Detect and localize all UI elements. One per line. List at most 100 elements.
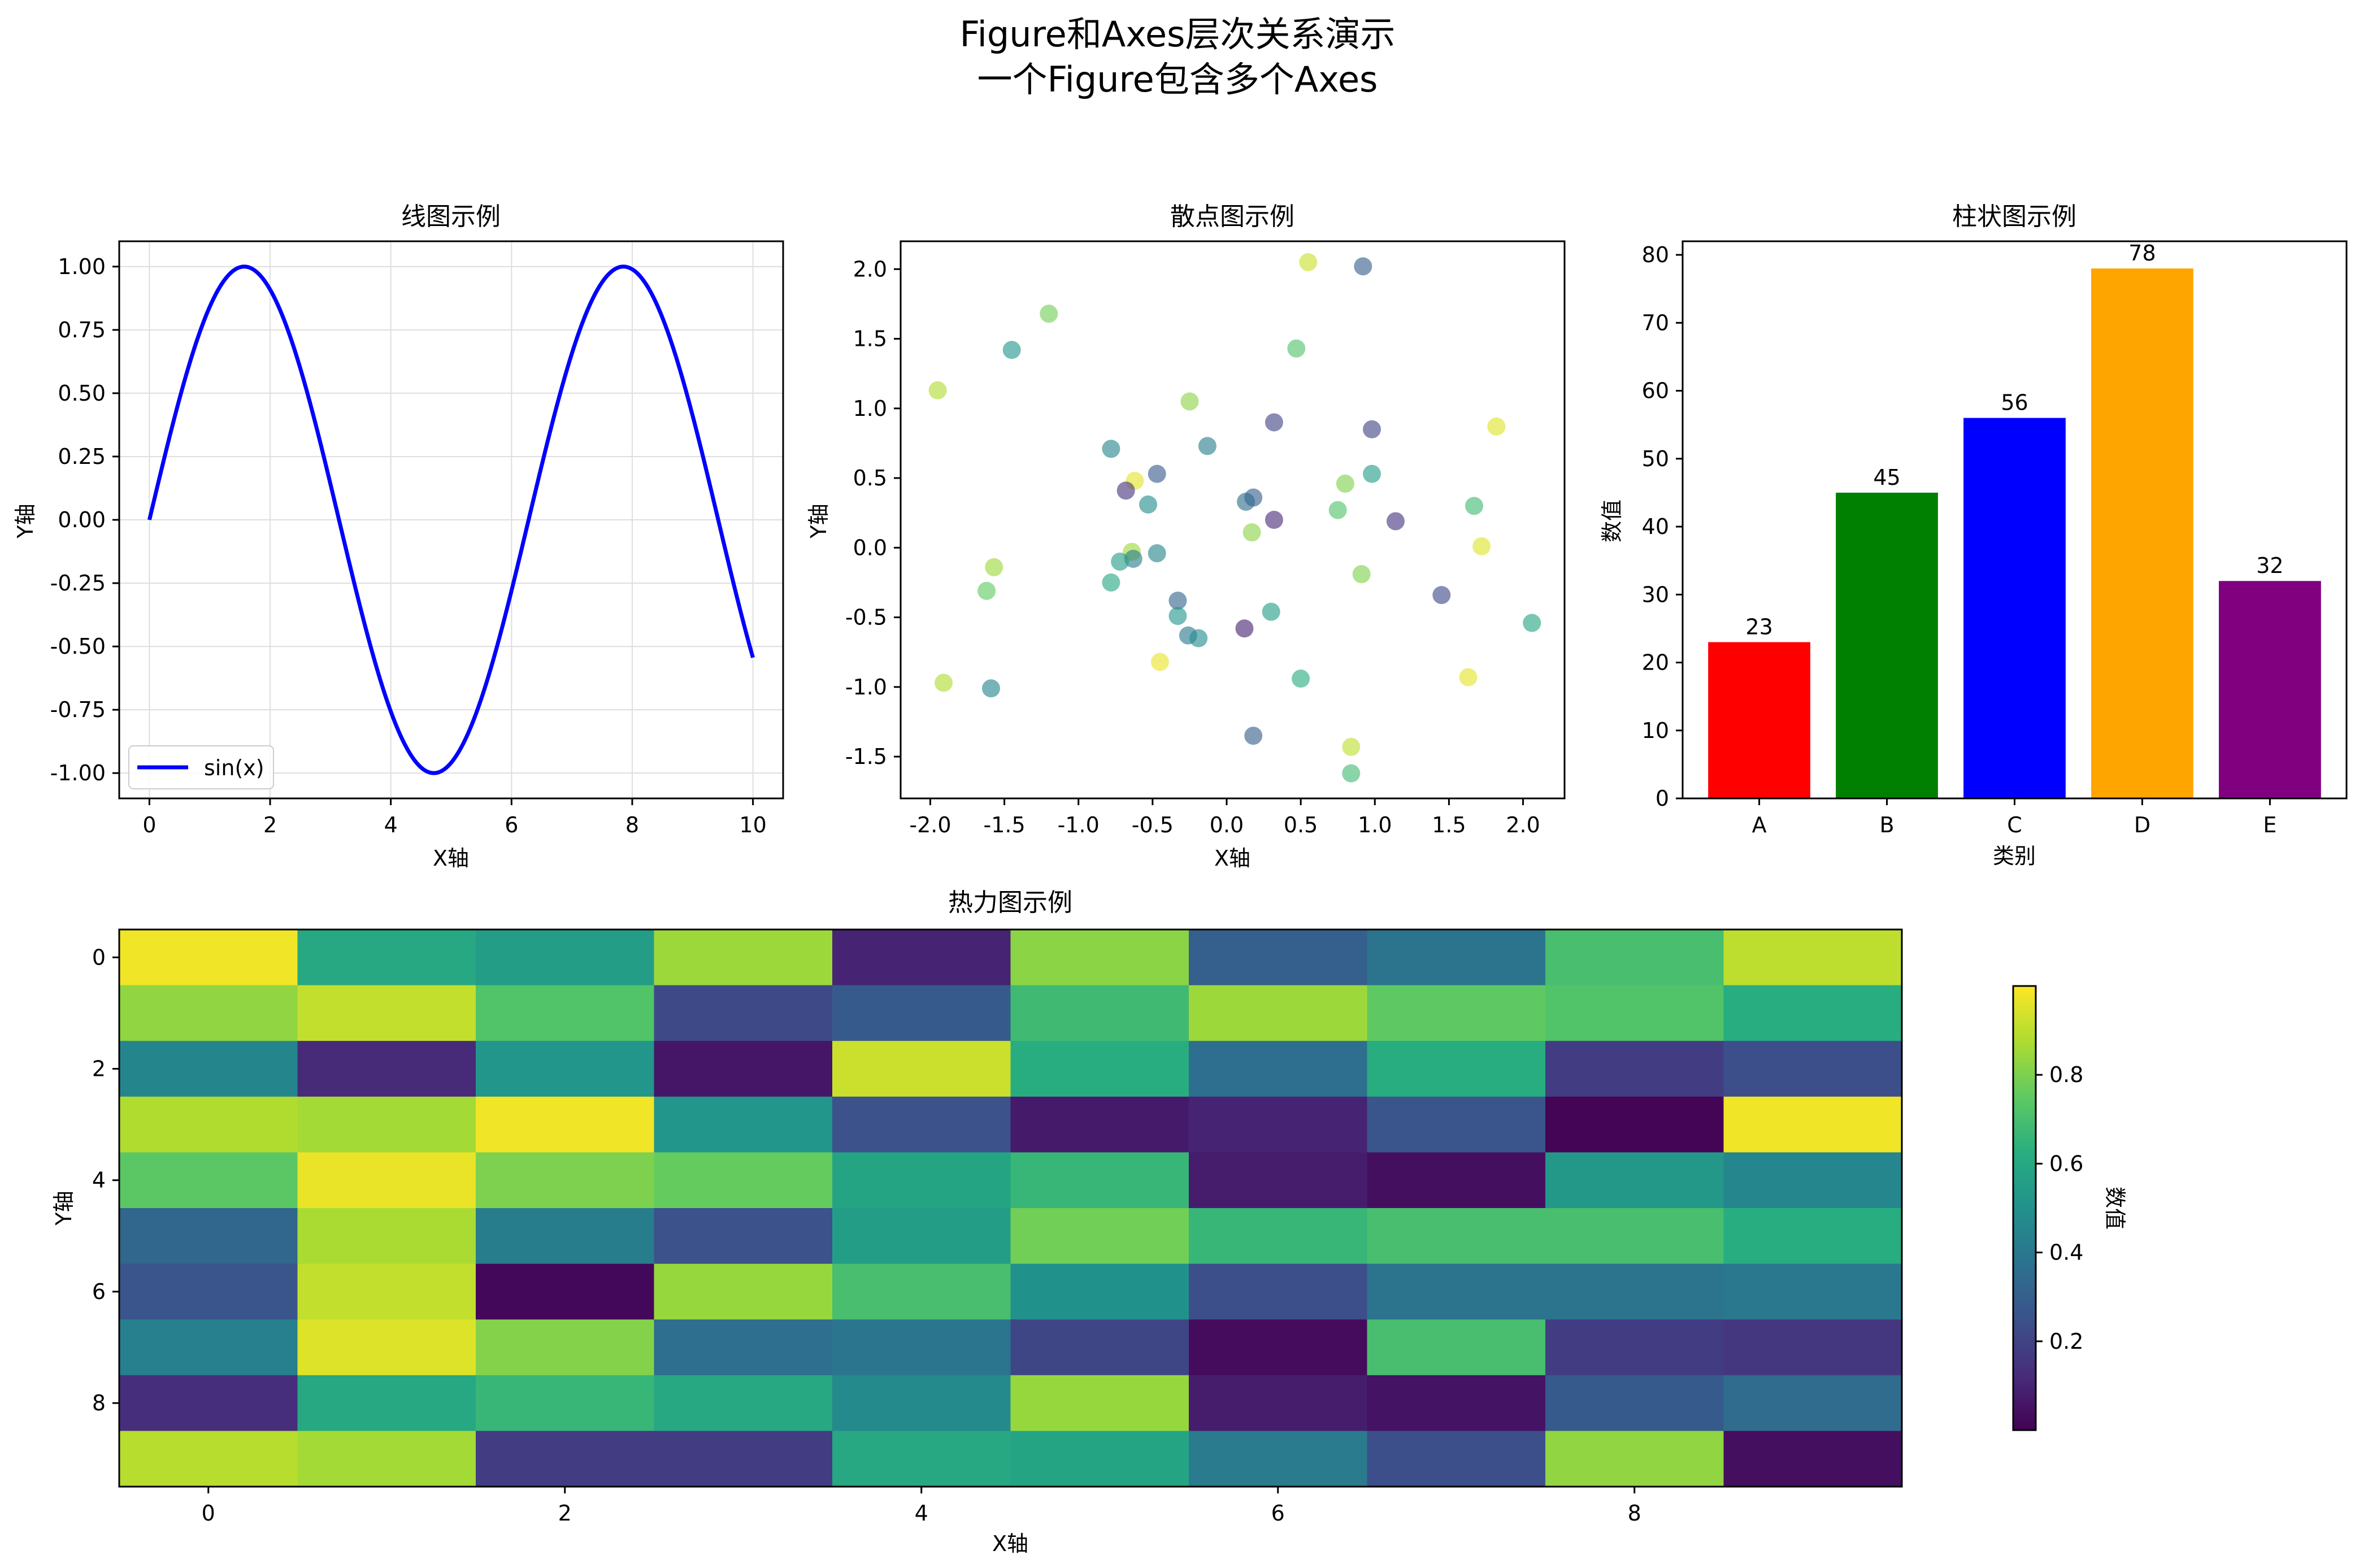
heatmap-cell [654, 1208, 833, 1265]
heatmap-ytick-label: 8 [92, 1391, 106, 1415]
heatmap-cell [476, 1263, 655, 1320]
line-xtick-label: 6 [505, 813, 518, 837]
bar-xtick-label: A [1752, 813, 1767, 837]
heatmap-cell [1723, 1375, 1902, 1431]
heatmap-cell [476, 929, 655, 986]
heatmap-cell [1010, 1375, 1189, 1431]
heatmap-cell [119, 929, 298, 986]
line-chart-legend: sin(x) [128, 745, 274, 789]
colorbar-tick-label: 0.6 [2049, 1151, 2083, 1176]
figure-title-line1: Figure和Axes层次关系演示 [960, 14, 1396, 55]
line-ytick-label: -0.25 [50, 571, 106, 596]
heatmap-cell [1723, 1263, 1902, 1320]
scatter-point [1198, 437, 1216, 455]
bar-ytick-label: 30 [1642, 582, 1669, 607]
heatmap-cells [119, 929, 1902, 1487]
heatmap-cell [297, 1152, 476, 1209]
line-xtick-label: 8 [625, 813, 639, 837]
heatmap-cell [654, 1431, 833, 1487]
scatter-xtick-label: -1.0 [1058, 813, 1100, 837]
scatter-ytick-label: 1.0 [853, 396, 887, 421]
scatter-point [1363, 420, 1381, 438]
heatmap-cell [1010, 1263, 1189, 1320]
heatmap-cell [1367, 1263, 1546, 1320]
heatmap-cell [297, 1319, 476, 1376]
heatmap-xtick-label: 0 [202, 1501, 215, 1526]
scatter-point [1487, 417, 1506, 436]
heatmap-cell [1367, 1152, 1546, 1209]
bar-value-label: 23 [1745, 614, 1772, 639]
line-chart-ylabel: Y轴 [13, 503, 38, 538]
scatter-point [1262, 602, 1280, 621]
line-xtick-label: 10 [739, 813, 766, 837]
line-ytick-label: 0.50 [58, 381, 106, 406]
heatmap-cell [297, 1263, 476, 1320]
sine-series-line [147, 264, 755, 775]
heatmap-cell [1189, 1152, 1368, 1209]
heatmap-cell [119, 1431, 298, 1487]
scatter-point [1139, 495, 1158, 514]
heatmap-cell [1189, 1431, 1368, 1487]
heatmap-cell [1189, 1096, 1368, 1153]
heatmap-ytick-label: 4 [92, 1168, 106, 1193]
bar-xtick-label: D [2134, 813, 2150, 837]
scatter-point [1102, 440, 1120, 458]
colorbar-gradient [2012, 985, 2037, 1431]
heatmap-cell [1723, 985, 1902, 1041]
heatmap-ticks: 0 2 4 6 8 0 2 4 6 8 [92, 945, 1641, 1526]
scatter-point [1148, 464, 1166, 483]
figure-title-line2: 一个Figure包含多个Axes [977, 59, 1378, 100]
heatmap-cell [119, 1319, 298, 1376]
heatmap-xtick-label: 8 [1628, 1501, 1641, 1526]
heatmap-cell [832, 1263, 1011, 1320]
bar-series: 23 45 56 78 32 [1708, 241, 2321, 799]
scatter-point [1189, 629, 1208, 648]
scatter-point [1265, 511, 1283, 529]
bar-ytick-label: 0 [1656, 786, 1669, 811]
scatter-point [1363, 464, 1381, 483]
line-chart-title: 线图示例 [401, 202, 501, 231]
scatter-points [928, 253, 1541, 783]
heatmap-cell [832, 985, 1011, 1041]
scatter-point [1299, 253, 1318, 271]
heatmap-cell [832, 1375, 1011, 1431]
heatmap-ylabel: Y轴 [51, 1191, 76, 1226]
scatter-point [1342, 737, 1361, 756]
line-chart-frame [118, 240, 784, 800]
bar-chart-xlabel: 类别 [1993, 844, 2036, 868]
heatmap-cell [1723, 1152, 1902, 1209]
scatter-chart-panel: 散点图示例 -2.0 -1.5 -1.0 -0.5 0.0 0.5 1.0 1.5 2.0 2.0… [806, 202, 1566, 871]
heatmap-cell [1367, 985, 1546, 1041]
scatter-point [985, 558, 1003, 576]
scatter-point [977, 581, 996, 600]
heatmap-cell [1010, 1152, 1189, 1209]
heatmap-cell [297, 1096, 476, 1153]
heatmap-cell [1010, 985, 1189, 1041]
line-xtick-label: 4 [384, 813, 398, 837]
bar-xtick-label: B [1879, 813, 1894, 837]
bar-chart-ylabel: 数值 [1600, 499, 1624, 542]
bar-value-label: 32 [2256, 553, 2283, 578]
heatmap-cell [476, 1208, 655, 1265]
heatmap-cell [1545, 1208, 1724, 1265]
line-chart-grid [119, 241, 783, 798]
line-ytick-label: 1.00 [58, 254, 106, 279]
scatter-chart-xlabel: X轴 [1214, 846, 1250, 871]
scatter-point [1523, 614, 1541, 632]
scatter-ytick-label: 0.0 [853, 535, 887, 560]
scatter-xtick-label: 1.5 [1432, 813, 1466, 837]
scatter-xtick-label: -1.5 [984, 813, 1026, 837]
colorbar-tick-label: 0.8 [2049, 1062, 2083, 1087]
heatmap-cell [654, 929, 833, 986]
heatmap-cell [1189, 1208, 1368, 1265]
heatmap-cell [1723, 1431, 1902, 1487]
heatmap-cell [297, 1041, 476, 1097]
scatter-xtick-label: -0.5 [1132, 813, 1174, 837]
bar-ytick-label: 20 [1642, 650, 1669, 675]
scatter-ytick-label: 0.5 [853, 466, 887, 490]
scatter-point [935, 674, 953, 692]
heatmap-cell [1545, 929, 1724, 986]
heatmap-ytick-label: 0 [92, 945, 106, 970]
scatter-point [1354, 257, 1372, 276]
